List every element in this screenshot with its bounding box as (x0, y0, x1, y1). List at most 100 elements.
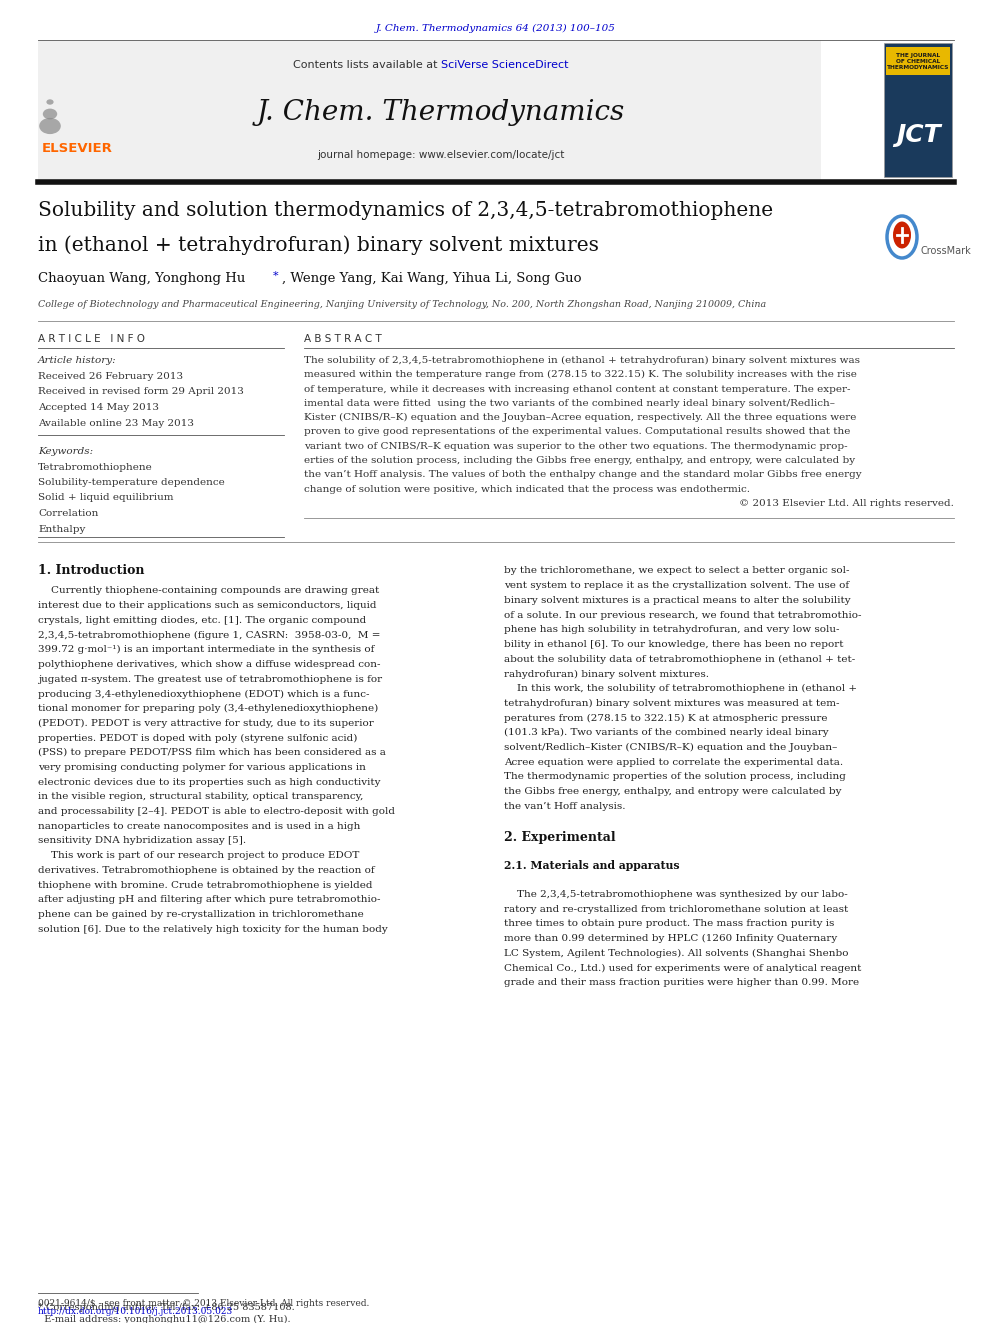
Text: The 2,3,4,5-tetrabromothiophene was synthesized by our labo-: The 2,3,4,5-tetrabromothiophene was synt… (504, 890, 848, 898)
Text: Kister (CNIBS/R–K) equation and the Jouyban–Acree equation, respectively. All th: Kister (CNIBS/R–K) equation and the Jouy… (305, 413, 856, 422)
Text: Currently thiophene-containing compounds are drawing great: Currently thiophene-containing compounds… (38, 586, 379, 595)
Text: three times to obtain pure product. The mass fraction purity is: three times to obtain pure product. The … (504, 919, 834, 929)
Text: journal homepage: www.elsevier.com/locate/jct: journal homepage: www.elsevier.com/locat… (317, 149, 564, 160)
Text: 399.72 g·mol⁻¹) is an important intermediate in the synthesis of: 399.72 g·mol⁻¹) is an important intermed… (38, 646, 374, 655)
Text: LC System, Agilent Technologies). All solvents (Shanghai Shenbo: LC System, Agilent Technologies). All so… (504, 949, 848, 958)
Text: very promising conducting polymer for various applications in: very promising conducting polymer for va… (38, 763, 366, 771)
Text: Received 26 February 2013: Received 26 February 2013 (38, 372, 184, 381)
Text: change of solution were positive, which indicated that the process was endotherm: change of solution were positive, which … (305, 484, 750, 493)
Text: The thermodynamic properties of the solution process, including: The thermodynamic properties of the solu… (504, 773, 846, 782)
Text: * Corresponding author. Tel./fax: +86 25 83587108.: * Corresponding author. Tel./fax: +86 25… (38, 1303, 295, 1312)
Text: vent system to replace it as the crystallization solvent. The use of: vent system to replace it as the crystal… (504, 581, 849, 590)
Text: Chaoyuan Wang, Yonghong Hu: Chaoyuan Wang, Yonghong Hu (38, 273, 250, 284)
Text: Accepted 14 May 2013: Accepted 14 May 2013 (38, 404, 159, 411)
Ellipse shape (47, 99, 54, 105)
Text: peratures from (278.15 to 322.15) K at atmospheric pressure: peratures from (278.15 to 322.15) K at a… (504, 713, 827, 722)
FancyBboxPatch shape (886, 48, 950, 75)
Text: © 2013 Elsevier Ltd. All rights reserved.: © 2013 Elsevier Ltd. All rights reserved… (739, 499, 954, 508)
Text: Correlation: Correlation (38, 509, 98, 519)
Text: more than 0.99 determined by HPLC (1260 Infinity Quaternary: more than 0.99 determined by HPLC (1260 … (504, 934, 837, 943)
FancyBboxPatch shape (884, 44, 952, 177)
Text: binary solvent mixtures is a practical means to alter the solubility: binary solvent mixtures is a practical m… (504, 595, 850, 605)
Text: bility in ethanol [6]. To our knowledge, there has been no report: bility in ethanol [6]. To our knowledge,… (504, 640, 843, 650)
Text: tional monomer for preparing poly (3,4-ethylenedioxythiophene): tional monomer for preparing poly (3,4-e… (38, 704, 378, 713)
Text: after adjusting pH and filtering after which pure tetrabromothio-: after adjusting pH and filtering after w… (38, 896, 381, 904)
Text: E-mail address: yonghonghu11@126.com (Y. Hu).: E-mail address: yonghonghu11@126.com (Y.… (38, 1315, 291, 1323)
Text: polythiophene derivatives, which show a diffuse widespread con-: polythiophene derivatives, which show a … (38, 660, 381, 669)
Text: about the solubility data of tetrabromothiophene in (ethanol + tet-: about the solubility data of tetrabromot… (504, 655, 855, 664)
Text: 0021-9614/$ - see front matter © 2013 Elsevier Ltd. All rights reserved.: 0021-9614/$ - see front matter © 2013 El… (38, 1298, 369, 1307)
Text: College of Biotechnology and Pharmaceutical Engineering, Nanjing University of T: College of Biotechnology and Pharmaceuti… (38, 300, 766, 310)
Text: producing 3,4-ethylenedioxythiophene (EDOT) which is a func-: producing 3,4-ethylenedioxythiophene (ED… (38, 689, 369, 699)
Text: phene can be gained by re-crystallization in trichloromethane: phene can be gained by re-crystallizatio… (38, 910, 364, 919)
Text: rahydrofuran) binary solvent mixtures.: rahydrofuran) binary solvent mixtures. (504, 669, 709, 679)
Text: SciVerse ScienceDirect: SciVerse ScienceDirect (441, 60, 568, 70)
Text: Tetrabromothiophene: Tetrabromothiophene (38, 463, 153, 471)
Text: of a solute. In our previous research, we found that tetrabromothio-: of a solute. In our previous research, w… (504, 611, 861, 619)
Text: tetrahydrofuran) binary solvent mixtures was measured at tem-: tetrahydrofuran) binary solvent mixtures… (504, 699, 839, 708)
Text: erties of the solution process, including the Gibbs free energy, enthalpy, and e: erties of the solution process, includin… (305, 456, 855, 466)
Text: nanoparticles to create nanocomposites and is used in a high: nanoparticles to create nanocomposites a… (38, 822, 360, 831)
Text: J. Chem. Thermodynamics 64 (2013) 100–105: J. Chem. Thermodynamics 64 (2013) 100–10… (376, 24, 616, 33)
Text: Solid + liquid equilibrium: Solid + liquid equilibrium (38, 493, 174, 503)
Text: Available online 23 May 2013: Available online 23 May 2013 (38, 418, 194, 427)
Text: of temperature, while it decreases with increasing ethanol content at constant t: of temperature, while it decreases with … (305, 385, 850, 394)
Text: Received in revised form 29 April 2013: Received in revised form 29 April 2013 (38, 388, 244, 397)
Text: solution [6]. Due to the relatively high toxicity for the human body: solution [6]. Due to the relatively high… (38, 925, 388, 934)
Text: J. Chem. Thermodynamics: J. Chem. Thermodynamics (257, 98, 625, 126)
Text: 2,3,4,5-tetrabromothiophene (figure 1, CASRN:  3958-03-0,  M =: 2,3,4,5-tetrabromothiophene (figure 1, C… (38, 631, 381, 640)
Text: CrossMark: CrossMark (920, 246, 971, 255)
Text: sensitivity DNA hybridization assay [5].: sensitivity DNA hybridization assay [5]. (38, 836, 246, 845)
Text: grade and their mass fraction purities were higher than 0.99. More: grade and their mass fraction purities w… (504, 978, 859, 987)
Text: Article history:: Article history: (38, 356, 117, 365)
Text: the Gibbs free energy, enthalpy, and entropy were calculated by: the Gibbs free energy, enthalpy, and ent… (504, 787, 841, 796)
Text: in the visible region, structural stability, optical transparency,: in the visible region, structural stabil… (38, 792, 363, 802)
Text: phene has high solubility in tetrahydrofuran, and very low solu-: phene has high solubility in tetrahydrof… (504, 626, 839, 634)
Text: Solubility-temperature dependence: Solubility-temperature dependence (38, 478, 225, 487)
Text: ELSEVIER: ELSEVIER (42, 142, 113, 155)
Text: electronic devices due to its properties such as high conductivity: electronic devices due to its properties… (38, 778, 381, 787)
Text: http://dx.doi.org/10.1016/j.jct.2013.05.023: http://dx.doi.org/10.1016/j.jct.2013.05.… (38, 1307, 233, 1316)
Text: jugated π-system. The greatest use of tetrabromothiophene is for: jugated π-system. The greatest use of te… (38, 675, 382, 684)
Text: the van’t Hoff analysis. The values of both the enthalpy change and the standard: the van’t Hoff analysis. The values of b… (305, 471, 862, 479)
Text: variant two of CNIBS/R–K equation was superior to the other two equations. The t: variant two of CNIBS/R–K equation was su… (305, 442, 848, 451)
Text: properties. PEDOT is doped with poly (styrene sulfonic acid): properties. PEDOT is doped with poly (st… (38, 733, 357, 742)
Text: A B S T R A C T: A B S T R A C T (305, 333, 382, 344)
Ellipse shape (43, 108, 58, 119)
Text: the van’t Hoff analysis.: the van’t Hoff analysis. (504, 802, 626, 811)
Text: 2. Experimental: 2. Experimental (504, 831, 616, 844)
Text: The solubility of 2,3,4,5-tetrabromothiophene in (ethanol + tetrahydrofuran) bin: The solubility of 2,3,4,5-tetrabromothio… (305, 356, 860, 365)
Text: measured within the temperature range from (278.15 to 322.15) K. The solubility : measured within the temperature range fr… (305, 370, 857, 380)
Text: In this work, the solubility of tetrabromothiophene in (ethanol +: In this work, the solubility of tetrabro… (504, 684, 857, 693)
Text: (PEDOT). PEDOT is very attractive for study, due to its superior: (PEDOT). PEDOT is very attractive for st… (38, 718, 374, 728)
Text: Acree equation were applied to correlate the experimental data.: Acree equation were applied to correlate… (504, 758, 843, 766)
Text: Solubility and solution thermodynamics of 2,3,4,5-tetrabromothiophene: Solubility and solution thermodynamics o… (38, 201, 773, 220)
Text: ratory and re-crystallized from trichloromethane solution at least: ratory and re-crystallized from trichlor… (504, 905, 848, 914)
Text: Chemical Co., Ltd.) used for experiments were of analytical reagent: Chemical Co., Ltd.) used for experiments… (504, 963, 861, 972)
Text: crystals, light emitting diodes, etc. [1]. The organic compound: crystals, light emitting diodes, etc. [1… (38, 617, 366, 624)
Text: 2.1. Materials and apparatus: 2.1. Materials and apparatus (504, 860, 680, 872)
Text: (101.3 kPa). Two variants of the combined nearly ideal binary: (101.3 kPa). Two variants of the combine… (504, 728, 828, 737)
Text: by the trichloromethane, we expect to select a better organic sol-: by the trichloromethane, we expect to se… (504, 566, 849, 576)
Text: imental data were fitted  using the two variants of the combined nearly ideal bi: imental data were fitted using the two v… (305, 400, 835, 407)
FancyBboxPatch shape (38, 40, 821, 180)
Ellipse shape (40, 118, 61, 134)
Text: *: * (273, 271, 279, 280)
Ellipse shape (893, 221, 911, 249)
Text: derivatives. Tetrabromothiophene is obtained by the reaction of: derivatives. Tetrabromothiophene is obta… (38, 865, 375, 875)
Text: JCT: JCT (896, 123, 940, 147)
Text: (PSS) to prepare PEDOT/PSS film which has been considered as a: (PSS) to prepare PEDOT/PSS film which ha… (38, 749, 386, 757)
Text: proven to give good representations of the experimental values. Computational re: proven to give good representations of t… (305, 427, 850, 437)
Text: solvent/Redlich–Kister (CNIBS/R–K) equation and the Jouyban–: solvent/Redlich–Kister (CNIBS/R–K) equat… (504, 744, 837, 751)
Text: and processability [2–4]. PEDOT is able to electro-deposit with gold: and processability [2–4]. PEDOT is able … (38, 807, 395, 816)
Text: Keywords:: Keywords: (38, 446, 93, 455)
Text: Enthalpy: Enthalpy (38, 524, 85, 533)
Text: Contents lists available at: Contents lists available at (293, 60, 441, 70)
Text: thiophene with bromine. Crude tetrabromothiophene is yielded: thiophene with bromine. Crude tetrabromo… (38, 881, 373, 889)
Text: This work is part of our research project to produce EDOT: This work is part of our research projec… (38, 851, 359, 860)
Text: , Wenge Yang, Kai Wang, Yihua Li, Song Guo: , Wenge Yang, Kai Wang, Yihua Li, Song G… (282, 273, 581, 284)
Text: A R T I C L E   I N F O: A R T I C L E I N F O (38, 333, 145, 344)
Text: interest due to their applications such as semiconductors, liquid: interest due to their applications such … (38, 601, 377, 610)
Text: in (ethanol + tetrahydrofuran) binary solvent mixtures: in (ethanol + tetrahydrofuran) binary so… (38, 235, 599, 255)
Text: 1. Introduction: 1. Introduction (38, 565, 145, 578)
